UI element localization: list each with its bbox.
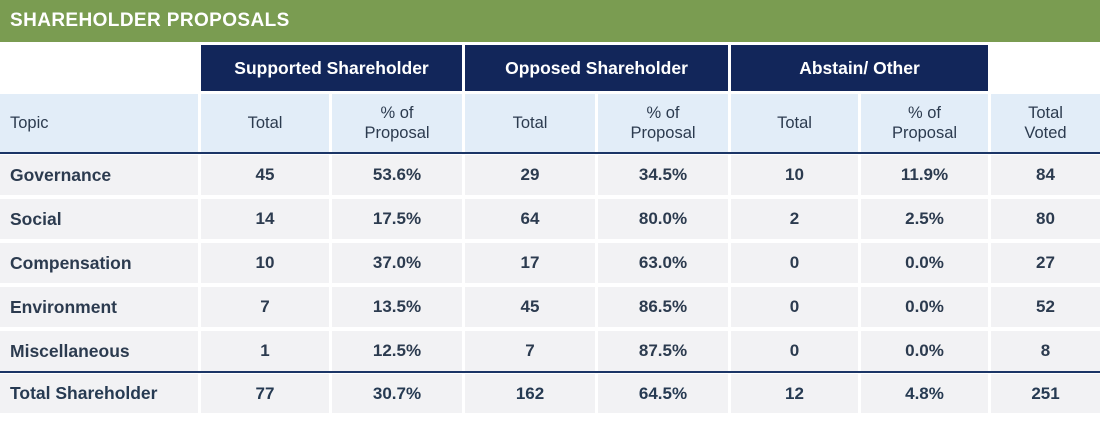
table-row-governance: Governance 45 53.6% 29 34.5% 10 11.9% 84	[0, 155, 1100, 195]
cell-total-voted: 27	[991, 243, 1100, 283]
cell-abstain-total: 0	[731, 331, 858, 371]
cell-total-voted: 251	[991, 374, 1100, 413]
table-row-compensation: Compensation 10 37.0% 17 63.0% 0 0.0% 27	[0, 243, 1100, 283]
column-header-topic: Topic	[0, 94, 198, 152]
cell-supported-pct: 17.5%	[332, 199, 462, 239]
cell-supported-pct: 53.6%	[332, 155, 462, 195]
page-title: SHAREHOLDER PROPOSALS	[10, 10, 290, 31]
cell-abstain-total: 2	[731, 199, 858, 239]
group-header-spacer-right	[991, 45, 1100, 91]
table-row-total-shareholder: Total Shareholder 77 30.7% 162 64.5% 12 …	[0, 374, 1100, 413]
cell-topic: Social	[0, 199, 198, 239]
table-row-miscellaneous: Miscellaneous 1 12.5% 7 87.5% 0 0.0% 8	[0, 331, 1100, 371]
cell-opposed-pct: 63.0%	[598, 243, 728, 283]
total-rule	[0, 371, 1100, 373]
cell-total-voted: 80	[991, 199, 1100, 239]
group-header-opposed: Opposed Shareholder	[465, 45, 728, 91]
cell-supported-pct: 30.7%	[332, 374, 462, 413]
column-header-opposed-total: Total	[465, 94, 595, 152]
cell-supported-total: 1	[201, 331, 329, 371]
group-header-abstain: Abstain/ Other	[731, 45, 988, 91]
cell-opposed-pct: 80.0%	[598, 199, 728, 239]
cell-supported-pct: 13.5%	[332, 287, 462, 327]
cell-opposed-pct: 87.5%	[598, 331, 728, 371]
cell-abstain-total: 12	[731, 374, 858, 413]
cell-topic: Total Shareholder	[0, 374, 198, 413]
cell-supported-pct: 12.5%	[332, 331, 462, 371]
cell-topic: Compensation	[0, 243, 198, 283]
cell-opposed-pct: 64.5%	[598, 374, 728, 413]
cell-topic: Miscellaneous	[0, 331, 198, 371]
cell-abstain-total: 0	[731, 287, 858, 327]
column-header-supported-pct-label: % of Proposal	[364, 103, 430, 142]
cell-supported-pct: 37.0%	[332, 243, 462, 283]
column-header-abstain-pct: % of Proposal	[861, 94, 988, 152]
cell-total-voted: 52	[991, 287, 1100, 327]
column-header-total-voted: Total Voted	[991, 94, 1100, 152]
cell-abstain-pct: 0.0%	[861, 331, 988, 371]
cell-supported-total: 10	[201, 243, 329, 283]
table-row-social: Social 14 17.5% 64 80.0% 2 2.5% 80	[0, 199, 1100, 239]
column-header-row: Topic Total % of Proposal Total % of Pro…	[0, 94, 1100, 152]
table-row-environment: Environment 7 13.5% 45 86.5% 0 0.0% 52	[0, 287, 1100, 327]
cell-supported-total: 77	[201, 374, 329, 413]
cell-opposed-total: 29	[465, 155, 595, 195]
column-header-opposed-pct-label: % of Proposal	[630, 103, 696, 142]
cell-opposed-pct: 86.5%	[598, 287, 728, 327]
group-header-spacer-left	[0, 45, 198, 91]
cell-topic: Governance	[0, 155, 198, 195]
group-header-row: Supported Shareholder Opposed Shareholde…	[0, 45, 1100, 91]
column-header-supported-pct: % of Proposal	[332, 94, 462, 152]
cell-total-voted: 8	[991, 331, 1100, 371]
cell-opposed-total: 17	[465, 243, 595, 283]
column-header-supported-total: Total	[201, 94, 329, 152]
cell-opposed-pct: 34.5%	[598, 155, 728, 195]
header-rule	[0, 152, 1100, 154]
cell-abstain-pct: 11.9%	[861, 155, 988, 195]
cell-opposed-total: 7	[465, 331, 595, 371]
cell-supported-total: 14	[201, 199, 329, 239]
cell-abstain-pct: 0.0%	[861, 287, 988, 327]
cell-opposed-total: 64	[465, 199, 595, 239]
cell-abstain-total: 10	[731, 155, 858, 195]
cell-topic: Environment	[0, 287, 198, 327]
cell-abstain-pct: 0.0%	[861, 243, 988, 283]
cell-opposed-total: 45	[465, 287, 595, 327]
column-header-opposed-pct: % of Proposal	[598, 94, 728, 152]
cell-abstain-total: 0	[731, 243, 858, 283]
cell-abstain-pct: 2.5%	[861, 199, 988, 239]
cell-opposed-total: 162	[465, 374, 595, 413]
column-header-abstain-total: Total	[731, 94, 858, 152]
column-header-abstain-pct-label: % of Proposal	[891, 103, 958, 142]
column-header-total-voted-label: Total Voted	[1024, 103, 1067, 142]
cell-total-voted: 84	[991, 155, 1100, 195]
title-banner: SHAREHOLDER PROPOSALS	[0, 0, 1100, 42]
cell-abstain-pct: 4.8%	[861, 374, 988, 413]
group-header-supported: Supported Shareholder	[201, 45, 462, 91]
cell-supported-total: 45	[201, 155, 329, 195]
cell-supported-total: 7	[201, 287, 329, 327]
